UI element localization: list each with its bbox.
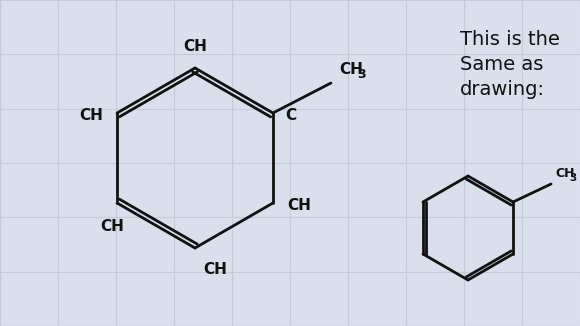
Text: 3: 3 (357, 68, 365, 81)
Text: Same as: Same as (460, 55, 543, 74)
Text: CH: CH (287, 198, 311, 213)
Text: CH: CH (555, 167, 575, 180)
Text: CH: CH (100, 219, 124, 234)
Text: This is the: This is the (460, 30, 560, 49)
Text: CH: CH (79, 108, 103, 123)
Text: 3: 3 (569, 173, 577, 183)
Text: CH: CH (183, 39, 207, 54)
Text: drawing:: drawing: (460, 81, 545, 99)
Text: CH: CH (339, 62, 363, 77)
Text: C: C (285, 108, 296, 123)
Text: CH: CH (203, 262, 227, 277)
